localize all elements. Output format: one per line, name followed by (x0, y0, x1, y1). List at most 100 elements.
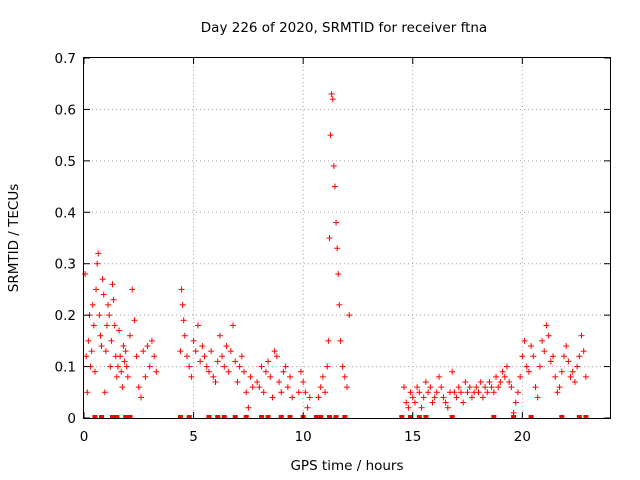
data-point (567, 373, 574, 380)
y-tick-label: 0 (67, 411, 76, 427)
data-point (306, 394, 313, 401)
data-point (295, 389, 302, 396)
data-point (276, 379, 283, 385)
data-point (403, 399, 410, 406)
data-point (265, 415, 271, 418)
data-point (304, 404, 311, 411)
data-point (525, 368, 532, 375)
data-point (140, 348, 147, 355)
data-point (114, 415, 120, 418)
data-point (216, 332, 223, 339)
data-point (271, 348, 278, 355)
data-point (110, 296, 117, 303)
data-point (214, 358, 221, 365)
data-point (399, 415, 405, 418)
data-point (440, 394, 447, 401)
data-point (416, 415, 422, 418)
data-point (119, 384, 126, 391)
data-point (442, 399, 449, 406)
data-point (324, 363, 331, 370)
data-point (580, 348, 587, 355)
data-point (197, 358, 204, 365)
data-point (552, 373, 559, 380)
data-point (95, 250, 102, 257)
data-point (495, 384, 502, 391)
data-point (107, 363, 114, 370)
data-point (232, 415, 238, 418)
data-point (262, 368, 269, 375)
y-tick-label: 0.2 (55, 308, 76, 324)
data-point (131, 317, 138, 324)
data-point (425, 389, 432, 396)
data-point (111, 322, 118, 329)
data-point (302, 389, 309, 396)
data-point (462, 379, 469, 385)
data-point (431, 394, 438, 401)
data-point (194, 322, 201, 329)
data-point (411, 399, 418, 406)
data-point (230, 322, 237, 329)
data-point (508, 384, 515, 391)
data-point (144, 343, 151, 349)
data-point (408, 415, 414, 418)
data-point (333, 219, 340, 226)
data-point (84, 389, 91, 396)
data-point (137, 394, 144, 401)
data-point (232, 358, 239, 365)
data-point (265, 358, 272, 365)
data-point (135, 384, 142, 391)
data-point (512, 399, 519, 406)
data-point (109, 281, 116, 288)
data-point (317, 384, 324, 391)
data-point (318, 415, 324, 418)
data-point (346, 312, 353, 319)
data-point (578, 332, 585, 339)
data-point (221, 363, 228, 370)
data-point (556, 384, 563, 391)
data-point (427, 384, 434, 391)
data-point (186, 415, 192, 418)
data-point (280, 368, 287, 375)
data-point (499, 368, 506, 375)
axis-ticks: 0 0.1 0.2 0.3 0.4 0.5 0.6 0.7 0 5 10 15 20 (55, 51, 610, 445)
data-point (330, 163, 337, 169)
data-point (486, 379, 493, 385)
data-point (405, 404, 412, 411)
data-point (336, 301, 343, 308)
data-point (273, 353, 280, 360)
data-point (322, 389, 329, 396)
data-point (148, 337, 155, 344)
data-point (449, 368, 456, 375)
data-point (97, 332, 104, 339)
data-point (287, 415, 293, 418)
data-point (190, 337, 197, 344)
data-point (219, 353, 226, 360)
data-point (121, 358, 128, 365)
data-point (177, 415, 183, 418)
data-point (576, 415, 582, 418)
data-point (127, 415, 133, 418)
data-point (83, 353, 90, 360)
data-point (225, 368, 232, 375)
data-point (563, 343, 570, 349)
data-point (534, 394, 541, 401)
data-point (433, 389, 440, 396)
data-point (327, 132, 334, 139)
data-point (545, 332, 552, 339)
chart-title: Day 226 of 2020, SRMTID for receiver ftn… (201, 20, 487, 36)
data-point (210, 373, 217, 380)
data-point (206, 415, 212, 418)
data-point (129, 286, 136, 293)
data-point (565, 358, 572, 365)
data-point (464, 389, 471, 396)
y-tick-label: 0.4 (55, 205, 76, 221)
data-point (124, 373, 131, 380)
data-point (337, 337, 344, 344)
data-point (484, 389, 491, 396)
data-point (407, 389, 414, 396)
data-points (82, 91, 589, 418)
data-point (429, 399, 436, 406)
data-point (88, 348, 95, 355)
data-point (151, 353, 158, 360)
data-point (436, 373, 443, 380)
